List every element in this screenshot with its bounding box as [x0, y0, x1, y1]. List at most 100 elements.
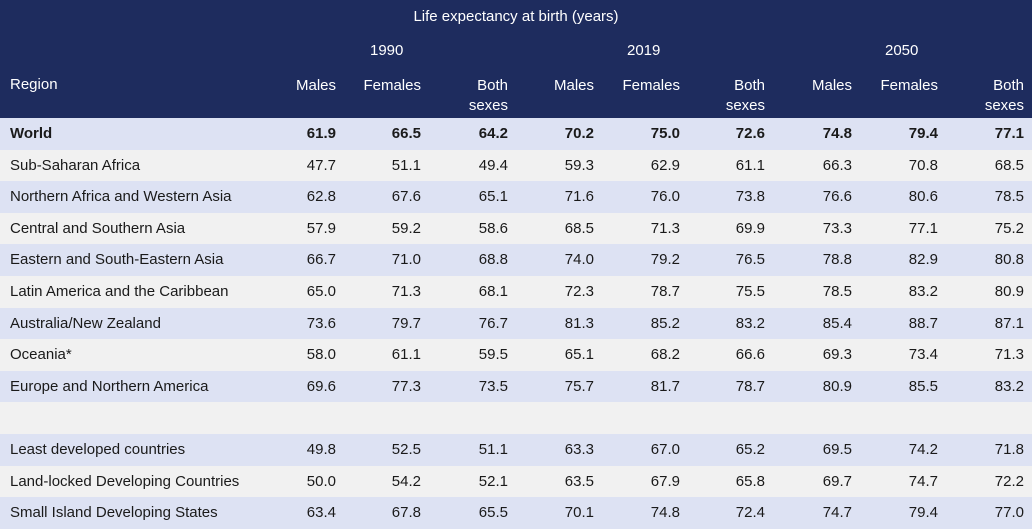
cell-1990-males: 63.4: [306, 504, 336, 522]
cell-2019-males: 74.0: [564, 251, 594, 269]
cell-1990-both: 59.5: [478, 346, 508, 364]
cell-1990-both: 58.6: [478, 219, 508, 237]
table-row: Australia/New Zealand 73.6 79.7 76.7 81.3 85.…: [0, 307, 1032, 340]
region-name: Oceania*: [10, 346, 72, 364]
col-header-2019-males: Males: [553, 77, 594, 94]
cell-2019-females: 71.3: [650, 219, 680, 237]
cell-2050-males: 78.8: [822, 251, 852, 269]
cell-2019-both: 76.5: [735, 251, 765, 269]
cell-2019-females: 81.7: [650, 377, 680, 395]
cell-2050-both: 71.8: [994, 440, 1024, 458]
cell-2019-females: 75.0: [650, 125, 680, 142]
cell-1990-both: 65.1: [478, 188, 508, 206]
region-name: Eastern and South-Eastern Asia: [10, 251, 224, 269]
cell-2019-both: 72.4: [735, 504, 765, 522]
cell-2019-females: 68.2: [650, 346, 680, 364]
region-name: Small Island Developing States: [10, 504, 218, 522]
table-caption: Life expectancy at birth (years): [413, 8, 619, 25]
cell-1990-males: 66.7: [306, 251, 336, 269]
cell-2019-females: 67.9: [650, 472, 680, 490]
cell-2050-males: 80.9: [822, 377, 852, 395]
table-row: Northern Africa and Western Asia 62.8 67.6…: [0, 181, 1032, 213]
cell-1990-males: 57.9: [306, 219, 336, 237]
cell-2050-males: 85.4: [822, 314, 852, 332]
cell-1990-females: 61.1: [391, 346, 421, 364]
cell-2019-females: 67.0: [650, 440, 680, 458]
cell-2050-females: 79.4: [908, 125, 938, 142]
region-name: Northern Africa and Western Asia: [10, 188, 232, 206]
cell-2050-males: 66.3: [822, 156, 852, 174]
region-name: World: [10, 125, 53, 142]
cell-2019-both: 65.8: [735, 472, 765, 490]
year-header-2050: 2050: [885, 42, 919, 59]
region-name: Sub-Saharan Africa: [10, 156, 141, 174]
region-name: Central and Southern Asia: [10, 219, 186, 237]
cell-1990-females: 71.0: [391, 251, 421, 269]
region-name: Europe and Northern America: [10, 377, 209, 395]
col-header-2050-males: Males: [811, 77, 852, 94]
cell-2050-both: 87.1: [994, 314, 1024, 332]
col-header-2019-females: Females: [622, 77, 680, 94]
col-header-2050-females: Females: [880, 77, 938, 94]
table-row: Least developed countries 49.8 52.5 51.1 63.…: [0, 433, 1032, 466]
table-row: Land-locked Developing Countries 50.0 54.2…: [0, 465, 1032, 498]
cell-2019-both: 73.8: [735, 188, 765, 206]
cell-2050-males: 69.5: [822, 440, 852, 458]
cell-2019-males: 63.5: [564, 472, 594, 490]
table-header: Life expectancy at birth (years) 1990 20…: [0, 0, 1032, 118]
cell-2050-both: 80.9: [994, 282, 1024, 300]
cell-1990-males: 50.0: [306, 472, 336, 490]
cell-2019-females: 76.0: [650, 188, 680, 206]
region-name: Latin America and the Caribbean: [10, 282, 229, 300]
cell-2019-males: 59.3: [564, 156, 594, 174]
cell-2050-females: 77.1: [908, 219, 938, 237]
cell-2050-both: 78.5: [994, 188, 1024, 206]
table-row: Small Island Developing States 63.4 67.8 65…: [0, 497, 1032, 529]
cell-2050-both: 80.8: [994, 251, 1024, 269]
cell-2050-females: 70.8: [908, 156, 938, 174]
cell-2019-both: 83.2: [735, 314, 765, 332]
cell-2019-males: 70.2: [564, 125, 594, 142]
cell-2019-males: 63.3: [564, 440, 594, 458]
cell-2019-females: 78.7: [650, 282, 680, 300]
table-row: Latin America and the Caribbean 65.0 71.3 6…: [0, 275, 1032, 308]
cell-1990-both: 76.7: [478, 314, 508, 332]
region-name: Australia/New Zealand: [10, 314, 161, 332]
cell-2019-males: 65.1: [564, 346, 594, 364]
cell-1990-both: 68.1: [478, 282, 508, 300]
cell-2019-females: 62.9: [650, 156, 680, 174]
cell-2050-females: 88.7: [908, 314, 938, 332]
cell-2019-females: 85.2: [650, 314, 680, 332]
col-header-1990-both: Both sexes: [468, 77, 508, 114]
cell-2019-both: 69.9: [735, 219, 765, 237]
cell-2050-males: 69.3: [822, 346, 852, 364]
cell-2019-males: 71.6: [564, 188, 594, 206]
cell-1990-both: 68.8: [478, 251, 508, 269]
cell-2050-females: 82.9: [908, 251, 938, 269]
cell-2050-both: 75.2: [994, 219, 1024, 237]
cell-1990-females: 52.5: [391, 440, 421, 458]
cell-2019-females: 74.8: [650, 504, 680, 522]
table-row: World 61.9 66.5 64.2 70.2 75.0 72.6 74.8 79.4 77.…: [0, 118, 1032, 150]
cell-1990-females: 54.2: [391, 472, 421, 490]
table-row: Europe and Northern America 69.6 77.3 73.5 7…: [0, 370, 1032, 403]
cell-1990-females: 66.5: [391, 125, 421, 142]
cell-2050-males: 78.5: [822, 282, 852, 300]
col-header-2050-both: Both sexes: [984, 77, 1024, 114]
cell-1990-males: 65.0: [306, 282, 336, 300]
cell-1990-females: 79.7: [391, 314, 421, 332]
cell-2050-females: 83.2: [908, 282, 938, 300]
cell-1990-males: 62.8: [306, 188, 336, 206]
cell-2050-males: 74.7: [822, 504, 852, 522]
cell-2050-males: 73.3: [822, 219, 852, 237]
cell-2050-both: 83.2: [994, 377, 1024, 395]
cell-1990-males: 61.9: [306, 125, 336, 142]
cell-1990-females: 67.6: [391, 188, 421, 206]
col-header-1990-females: Females: [363, 77, 421, 94]
cell-2019-males: 68.5: [564, 219, 594, 237]
cell-2019-both: 65.2: [735, 440, 765, 458]
cell-1990-males: 47.7: [306, 156, 336, 174]
cell-2019-males: 72.3: [564, 282, 594, 300]
cell-2050-females: 73.4: [908, 346, 938, 364]
